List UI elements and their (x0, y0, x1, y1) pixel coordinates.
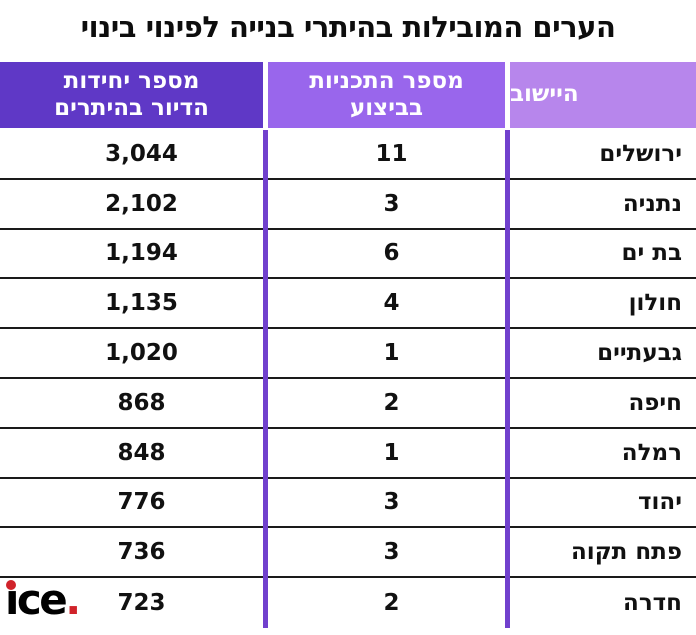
cell-units: 2,102 (105, 190, 178, 217)
cell-plans: 1 (383, 340, 400, 367)
column-divider-bar (505, 130, 510, 628)
cell-plans: 3 (383, 489, 400, 516)
table-row: חדרה 2 723 (0, 578, 696, 628)
cell-city: נתניה (622, 190, 682, 217)
cell-city: בת ים (621, 240, 682, 267)
header-cell-units: מספר יחידות הדיור בהיתרים (0, 62, 263, 128)
header-cell-plans: מספר התכניות בביצוע (268, 62, 505, 128)
cell-plans: 11 (375, 140, 408, 167)
cell-city: חדרה (623, 590, 682, 617)
cell-plans: 3 (383, 539, 400, 566)
table-row: רמלה 1 848 (0, 429, 696, 479)
cell-city: חולון (628, 290, 682, 317)
cell-units: 868 (117, 389, 166, 416)
cell-units: 1,194 (105, 240, 178, 267)
cell-units: 736 (117, 539, 166, 566)
page-title: הערים המובילות בהיתרי בנייה לפינוי בינוי (80, 10, 616, 44)
ice-logo-ce: ce (16, 575, 68, 624)
cell-city: פתח תקוה (571, 539, 682, 566)
cell-city: גבעתיים (597, 340, 682, 367)
cell-units: 3,044 (105, 140, 178, 167)
cell-plans: 2 (383, 389, 400, 416)
cell-plans: 1 (383, 439, 400, 466)
cell-plans: 3 (383, 190, 400, 217)
header-cell-city: היישוב (510, 62, 696, 128)
table-row: חולון 4 1,135 (0, 279, 696, 330)
table-row: בת ים 6 1,194 (0, 230, 696, 280)
cell-city: חיפה (628, 389, 682, 416)
cell-units: 776 (117, 489, 166, 516)
cell-units: 1,135 (105, 290, 178, 317)
ice-logo-period: . (65, 575, 81, 624)
cell-units: 1,020 (105, 340, 178, 367)
cell-city: ירושלים (599, 140, 682, 167)
table-row: חיפה 2 868 (0, 379, 696, 429)
cell-city: רמלה (621, 439, 682, 466)
table-row: יהוד 3 776 (0, 479, 696, 529)
cell-units: 723 (117, 590, 166, 617)
cell-units: 848 (117, 439, 166, 466)
table-row: פתח תקוה 3 736 (0, 528, 696, 579)
table-row: ירושלים 11 3,044 (0, 130, 696, 180)
table-body: ירושלים 11 3,044 נתניה 3 2,102 בת ים 6 1,194 חולו… (0, 130, 696, 628)
table-row: נתניה 3 2,102 (0, 180, 696, 230)
ice-logo: ıce. (5, 575, 81, 624)
cell-plans: 6 (383, 240, 400, 267)
cell-city: יהוד (638, 489, 682, 516)
table-row: גבעתיים 1 1,020 (0, 329, 696, 379)
table-header: היישוב מספר התכניות בביצוע מספר יחידות ה… (0, 62, 696, 128)
cell-plans: 2 (383, 590, 400, 617)
cell-plans: 4 (383, 290, 400, 317)
ice-logo-i: ı (5, 575, 19, 624)
column-divider-bar (263, 130, 268, 628)
